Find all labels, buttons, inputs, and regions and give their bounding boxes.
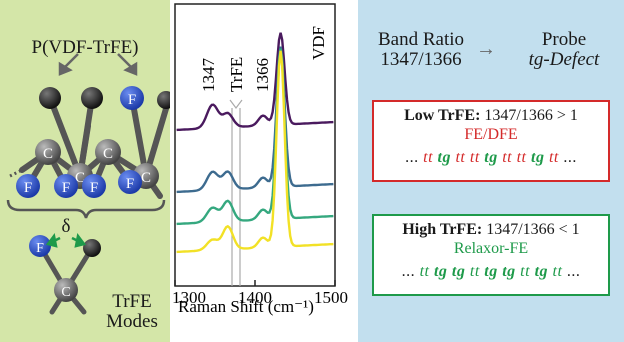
conformer-tt: tt	[552, 263, 563, 280]
raman-chart: 1300 1400 1500 1347 TrFE 1366 VDF Raman Sh…	[172, 3, 348, 316]
probe-header: Probe tg-Defect	[528, 29, 600, 70]
modes-label: TrFE Modes	[106, 291, 158, 332]
conformer-ellipsis: ...	[405, 149, 419, 166]
band-ratio-header: Band Ratio 1347/1366	[377, 29, 465, 70]
fluorine-atom	[16, 174, 40, 198]
delta-symbol: δ	[62, 216, 71, 237]
hydrogen-atom	[81, 87, 103, 109]
high-sequence: ... tt tg tg tt tg tg tt tg tt ...	[374, 262, 608, 281]
arrow-icon: →	[476, 38, 496, 60]
carbon-atom	[95, 139, 121, 165]
xaxis-label: Raman Shift (cm⁻¹)	[178, 297, 314, 316]
fluorine-atom	[120, 86, 144, 110]
svg-text:F: F	[126, 176, 134, 192]
conformer-tg: tg	[484, 263, 498, 280]
hydrogen-atom	[157, 91, 170, 109]
spectrum-line-2	[176, 46, 334, 194]
svg-text:F: F	[24, 180, 32, 196]
conformer-tt: tt	[516, 149, 527, 166]
spectrum-line-3	[176, 48, 334, 226]
conformer-tt: tt	[455, 149, 466, 166]
svg-text:C: C	[103, 146, 113, 162]
high-phase: Relaxor-FE	[453, 240, 529, 257]
conformer-ellipsis: ...	[401, 263, 416, 280]
conformer-tg: tg	[502, 263, 516, 280]
svg-text:F: F	[36, 241, 44, 256]
fluorine-atom	[118, 170, 142, 194]
low-phase: FE/DFE	[464, 126, 518, 143]
hydrogen-atom	[83, 239, 101, 257]
svg-text:F: F	[90, 180, 98, 196]
x-tick-label: 1300	[172, 288, 206, 307]
label-1347: 1347	[199, 58, 218, 93]
high-trfe-box: High TrFE: 1347/1366 < 1 Relaxor-FE ... …	[372, 214, 610, 296]
conformer-tt: tt	[469, 263, 480, 280]
carbon-atom	[35, 139, 61, 165]
svg-text:F: F	[62, 180, 70, 196]
conformer-tg: tg	[534, 263, 549, 280]
fluorine-atom	[29, 235, 51, 257]
conformer-tt: tt	[423, 149, 434, 166]
polymer-title: P(VDF-TrFE)	[31, 37, 139, 58]
svg-text:C: C	[43, 146, 53, 162]
fluorine-atom	[82, 174, 106, 198]
label-trfe: TrFE	[227, 57, 246, 92]
label-1366: 1366	[253, 58, 272, 92]
low-trfe-box: Low TrFE: 1347/1366 > 1 FE/DFE ... tt tg…	[372, 100, 610, 182]
conformer-tg: tg	[531, 149, 545, 166]
grouping-brace	[6, 199, 166, 219]
conformer-ellipsis: ...	[563, 149, 577, 166]
spectrum-curves	[176, 32, 334, 254]
conformer-tg: tg	[484, 149, 498, 166]
conformer-tt: tt	[520, 263, 531, 280]
raman-spectrum-panel: 1300 1400 1500 1347 TrFE 1366 VDF Raman Sh…	[170, 0, 358, 342]
title-arrows	[58, 53, 138, 76]
x-tick-label: 1400	[238, 288, 272, 307]
conformer-tg: tg	[437, 149, 451, 166]
svg-text:C: C	[75, 170, 85, 186]
svg-text:F: F	[128, 92, 136, 108]
label-vdf: VDF	[309, 26, 328, 60]
carbon-atom	[54, 278, 78, 302]
conformer-tt: tt	[548, 149, 559, 166]
molecule-diagram: F C C C C F F F F F C	[6, 53, 170, 315]
conformer-tt: tt	[469, 149, 480, 166]
low-sequence: ... tt tg tt tt tg tt tt tg tt ...	[374, 148, 608, 167]
spectrum-line-1	[176, 32, 334, 132]
svg-text:C: C	[61, 285, 70, 300]
hydrogen-atom	[39, 87, 61, 109]
x-tick-label: 1500	[314, 288, 348, 307]
conformer-ellipsis: ...	[566, 263, 581, 280]
fluorine-atom	[54, 174, 78, 198]
conformer-tt: tt	[502, 149, 513, 166]
conformer-tg: tg	[451, 263, 466, 280]
conformer-tg: tg	[433, 263, 448, 280]
svg-text:C: C	[141, 170, 151, 186]
interpretation-panel: Band Ratio 1347/1366 → Probe tg-Defect L…	[358, 0, 624, 342]
conformer-tt: tt	[419, 263, 430, 280]
spectrum-line-4	[176, 50, 334, 254]
bending-arrows	[45, 233, 87, 248]
molecule-panel: P(VDF-TrFE)	[0, 0, 170, 342]
